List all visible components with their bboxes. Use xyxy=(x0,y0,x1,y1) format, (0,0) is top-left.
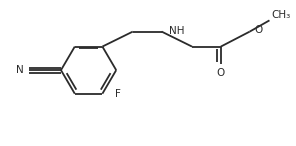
Text: O: O xyxy=(254,25,262,35)
Text: F: F xyxy=(115,89,121,99)
Text: CH₃: CH₃ xyxy=(271,10,290,20)
Text: O: O xyxy=(217,68,225,78)
Text: N: N xyxy=(16,65,24,75)
Text: NH: NH xyxy=(169,26,184,36)
